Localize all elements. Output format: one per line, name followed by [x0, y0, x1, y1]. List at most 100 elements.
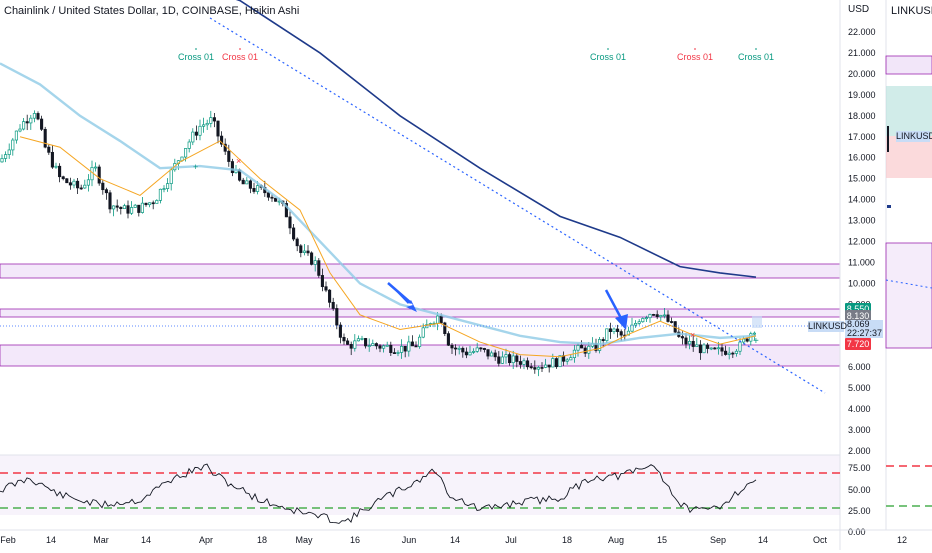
price-tag-low: 7.720	[845, 338, 871, 350]
candle-body	[356, 338, 360, 342]
cross-annotation-3: Cross 01	[677, 52, 713, 62]
candle-body	[270, 196, 274, 199]
candle-body	[346, 340, 350, 345]
zone-0	[0, 263, 841, 279]
candle-body	[104, 189, 108, 194]
cross-plus-2: +	[753, 336, 759, 347]
symbol-price-label: LINKUSD	[808, 321, 848, 332]
candle-body	[410, 341, 414, 347]
rsi-band	[0, 455, 840, 515]
ma200-line	[235, 0, 757, 278]
candle-body	[547, 364, 551, 368]
time-tick-1: 14	[46, 535, 56, 545]
candle-body	[144, 202, 148, 206]
time-tick-16: Oct	[813, 535, 828, 545]
side-chart-panel[interactable]	[885, 0, 932, 530]
rsi-pane[interactable]	[0, 463, 840, 524]
candle-body	[205, 123, 209, 126]
price-tag-mid: 8.130	[845, 310, 871, 322]
candle-body	[540, 367, 544, 369]
candle-body	[652, 314, 656, 316]
time-tick-7: 16	[350, 535, 360, 545]
candle-body	[457, 347, 461, 350]
time-tick-13: 15	[657, 535, 667, 545]
candle-body	[479, 347, 483, 350]
candle-body	[7, 149, 11, 155]
candle-body	[162, 188, 166, 190]
candle-body	[0, 158, 4, 163]
candle-body	[396, 352, 400, 354]
candle-body	[137, 204, 141, 213]
candle-body	[191, 131, 195, 143]
candle-body	[202, 124, 206, 127]
candle-body	[515, 355, 519, 362]
candle-body	[266, 192, 270, 198]
candle-body	[194, 131, 198, 136]
candle-body	[551, 358, 555, 368]
price-tick-5: 17.000	[848, 132, 876, 142]
candle-body	[601, 339, 605, 342]
candle-body	[666, 314, 670, 322]
candle-body	[306, 250, 310, 254]
candlesticks	[0, 110, 756, 377]
candle-body	[119, 206, 123, 209]
candle-body	[522, 360, 526, 365]
candle-body	[101, 182, 105, 191]
candle-body	[486, 349, 490, 357]
candle-body	[403, 345, 407, 352]
candle-body	[608, 328, 612, 333]
candle-body	[720, 347, 724, 352]
price-tick-4: 18.000	[848, 111, 876, 121]
candle-body	[418, 336, 422, 347]
candle-body	[288, 216, 292, 229]
cross-plus-1: +	[193, 162, 198, 172]
candle-body	[36, 113, 40, 120]
candle-body	[472, 351, 476, 353]
candle-body	[148, 202, 152, 206]
candle-body	[360, 338, 364, 340]
candle-body	[72, 180, 76, 186]
candle-body	[371, 343, 375, 346]
candle-body	[126, 205, 130, 214]
candle-body	[713, 347, 717, 350]
cross-x-1: ×	[236, 156, 241, 166]
candle-body	[335, 308, 339, 326]
price-tick-3: 19.000	[848, 90, 876, 100]
cross-annotation-4: Cross 01	[738, 52, 774, 62]
side-ma-marker	[887, 205, 891, 208]
candle-body	[338, 324, 342, 338]
candle-body	[18, 128, 22, 132]
candle-body	[443, 322, 447, 334]
candle-body	[209, 117, 213, 124]
candle-body	[317, 260, 321, 276]
candle-body	[536, 367, 540, 370]
candle-body	[389, 344, 393, 353]
side-time-tick: 12	[897, 535, 907, 545]
candle-body	[587, 345, 591, 354]
candle-body	[140, 202, 144, 213]
side-zone-bottom	[885, 242, 932, 349]
ma50-line	[0, 62, 757, 346]
price-tick-8: 14.000	[848, 195, 876, 205]
candle-body	[382, 345, 386, 349]
side-symbol-label: LINKUSD	[896, 131, 932, 142]
candle-body	[734, 350, 738, 354]
candle-body	[482, 348, 486, 350]
time-axis[interactable]: Feb 14 Mar 14 Apr 18 May 16 Jun 14 Jul 18 Aug 15 Sep 14…	[0, 529, 932, 545]
time-tick-5: 18	[257, 535, 267, 545]
candle-body	[187, 141, 191, 149]
cross-x-2: ×	[690, 330, 695, 340]
time-tick-11: 18	[562, 535, 572, 545]
moving-averages	[0, 0, 757, 358]
candle-body	[702, 344, 706, 354]
candle-body	[695, 344, 699, 347]
time-tick-9: 14	[450, 535, 460, 545]
candle-body	[709, 347, 713, 350]
candle-body	[184, 148, 188, 158]
candle-body	[324, 286, 328, 291]
candle-body	[742, 338, 746, 343]
candle-body	[112, 205, 116, 210]
candle-body	[61, 176, 65, 180]
